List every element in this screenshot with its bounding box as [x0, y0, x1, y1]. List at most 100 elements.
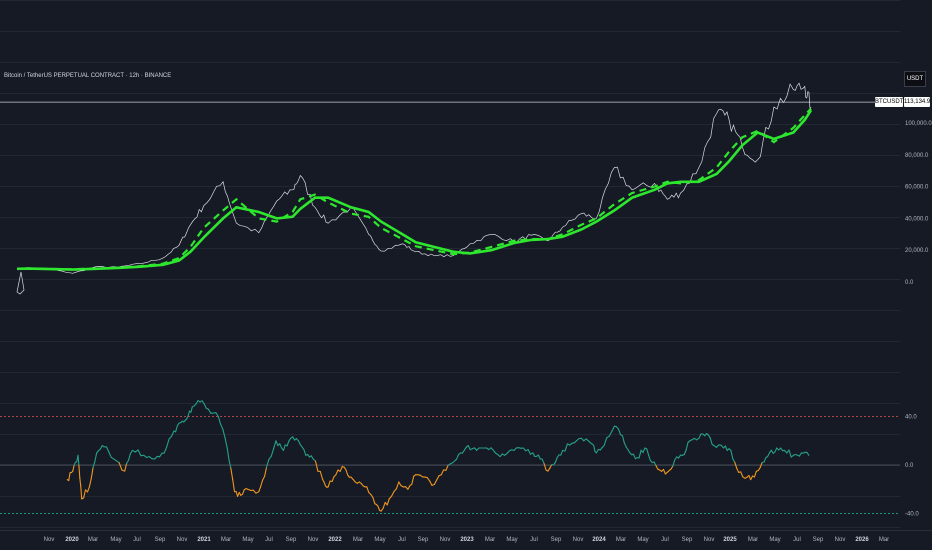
x-tick-label: Mar	[879, 537, 889, 543]
x-tick-label: Jul	[265, 537, 273, 543]
oscillator-segment	[587, 440, 592, 444]
x-tick-label: May	[637, 537, 648, 543]
oscillator-segment	[92, 460, 96, 468]
x-tick-label: Sep	[155, 537, 166, 543]
oscillator-segment	[386, 498, 390, 506]
x-tick-label: 2025	[723, 537, 737, 543]
oscillator-segment	[683, 449, 687, 456]
x-tick-label: Mar	[353, 537, 363, 543]
oscillator-segment	[670, 465, 674, 470]
oscillator-segment	[129, 449, 133, 455]
oscillator-segment	[627, 449, 631, 454]
oscillator-segment	[186, 415, 189, 420]
oscillator-segment	[388, 495, 393, 500]
oscillator-segment	[215, 412, 219, 418]
oscillator-pane	[0, 400, 900, 514]
oscillator-segment	[730, 449, 734, 460]
oscillator-segment	[506, 450, 510, 455]
oscillator-segment	[113, 458, 117, 462]
oscillator-segment	[258, 485, 262, 493]
oscillator-segment	[237, 491, 240, 497]
oscillator-segment	[463, 446, 467, 451]
oscillator-segment	[513, 447, 517, 451]
oscillator-segment	[72, 464, 75, 472]
oscillator-segment	[382, 501, 386, 509]
oscillator-segment	[195, 400, 199, 405]
oscillator-segment	[554, 457, 558, 464]
oscillator-segment	[783, 449, 788, 454]
x-tick-label: 2023	[460, 537, 474, 543]
oscillator-segment	[143, 454, 148, 458]
price-tick-label: 40,000.0	[905, 216, 929, 222]
oscillator-segment	[748, 474, 752, 481]
currency-label[interactable]: USDT	[904, 71, 926, 87]
oscillator-segment	[228, 459, 232, 469]
oscillator-segment	[774, 447, 778, 453]
oscillator-segment	[314, 460, 319, 472]
oscillator-segment	[292, 436, 296, 441]
oscillator-segment	[203, 403, 207, 409]
oscillator-segment	[456, 454, 460, 460]
oscillator-segment	[426, 477, 431, 482]
oscillator-segment	[88, 478, 92, 488]
oscillator-segment	[168, 435, 173, 440]
oscillator-segment	[580, 437, 585, 442]
oscillator-segment	[260, 479, 264, 487]
x-tick-label: Jul	[661, 537, 669, 543]
oscillator-segment	[372, 496, 376, 505]
x-tick-label: May	[110, 537, 121, 543]
oscillator-segment	[467, 445, 471, 451]
oscillator-segment	[753, 470, 757, 478]
x-tick-label: May	[506, 537, 517, 543]
oscillator-segment	[279, 443, 283, 449]
x-tick-label: Nov	[573, 537, 584, 543]
oscillator-segment	[492, 449, 496, 454]
oscillator-segment	[339, 465, 343, 472]
x-tick-label: Sep	[418, 537, 429, 543]
oscillator-segment	[377, 505, 381, 511]
x-tick-label: Mar	[485, 537, 495, 543]
oscillator-segment	[393, 488, 397, 493]
oscillator-segment	[319, 470, 324, 481]
oscillator-segment	[99, 445, 103, 450]
oscillator-segment	[537, 454, 541, 460]
x-tick-label: 2021	[197, 537, 211, 543]
oscillator-segment	[275, 440, 279, 447]
grid	[0, 0, 932, 531]
x-tick-label: Jul	[530, 537, 538, 543]
oscillator-segment	[674, 456, 678, 461]
oscillator-segment	[303, 449, 307, 456]
oscillator-segment	[407, 485, 411, 490]
oscillator-segment	[770, 449, 774, 454]
oscillator-segment	[429, 480, 433, 486]
oscillator-segment	[86, 486, 90, 493]
oscillator-segment	[564, 443, 568, 452]
oscillator-segment	[207, 408, 212, 414]
oscillator-segment	[461, 449, 465, 454]
oscillator-segment	[175, 425, 178, 433]
oscillator-segment	[310, 455, 314, 460]
oscillator-segment	[366, 486, 370, 494]
oscillator-segment	[190, 406, 193, 413]
x-tick-label: 2022	[328, 537, 342, 543]
oscillator-segment	[593, 444, 596, 453]
oscillator-segment	[268, 455, 272, 460]
oscillator-segment	[391, 490, 395, 497]
oscillator-segment	[642, 447, 646, 454]
oscillator-segment	[740, 471, 744, 478]
x-tick-label: 2026	[855, 537, 869, 543]
oscillator-segment	[541, 458, 545, 465]
oscillator-segment	[323, 481, 327, 487]
oscillator-segment	[90, 466, 94, 480]
oscillator-segment	[646, 448, 650, 456]
price-tick-label: 20,000.0	[905, 248, 929, 254]
oscillator-segment	[395, 481, 400, 490]
oscillator-segment	[608, 430, 613, 437]
oscillator-segment	[286, 440, 290, 447]
oscillator-segment	[345, 469, 349, 476]
oscillator-tick-label: -40.0	[905, 512, 919, 518]
x-tick-label: May	[242, 537, 253, 543]
oscillator-segment	[124, 462, 128, 472]
oscillator-segment	[527, 449, 532, 455]
